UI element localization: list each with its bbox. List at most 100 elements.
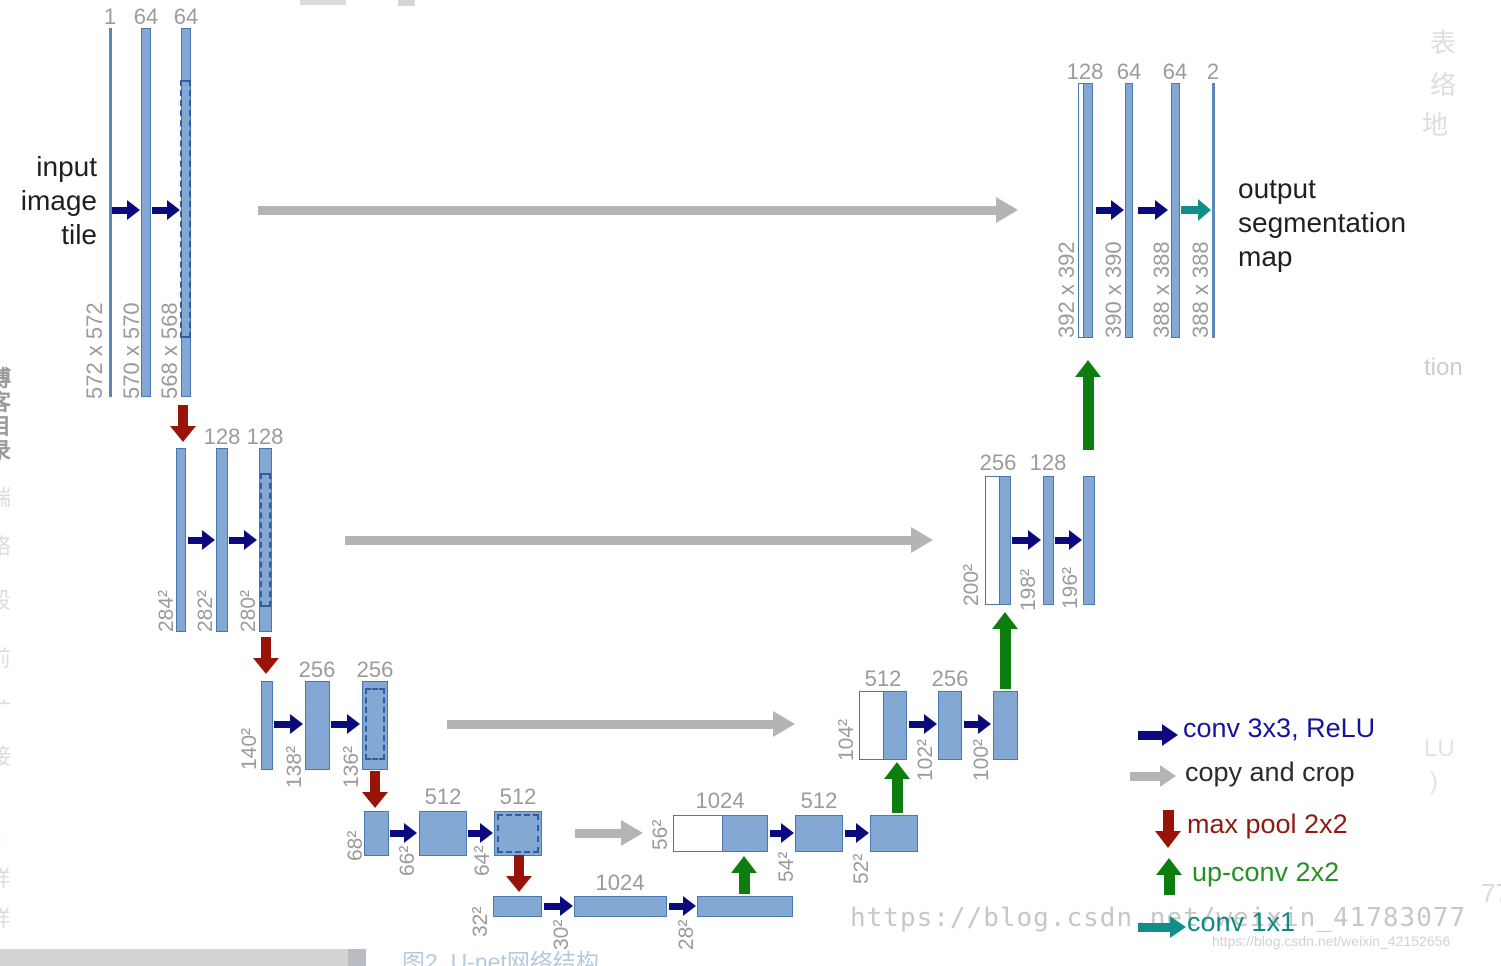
legend-item-label: conv 3x3, ReLU — [1183, 713, 1376, 743]
conv3x3-arrow-shaft — [1055, 536, 1070, 544]
input-image-tile-label: input image tile — [8, 150, 97, 252]
legend-copy-and-crop-arrow — [1130, 764, 1176, 788]
conv3x3-arrow-head — [781, 822, 794, 843]
conv3x3-arrow — [845, 822, 869, 844]
watermark-url-small: https://blog.csdn.net/weixin_42152656 — [1212, 933, 1451, 949]
size-label: 140² — [238, 727, 261, 770]
watermark-fragment-left: 博 — [0, 366, 12, 391]
figure-caption: 图2. U-net网络结构 — [402, 949, 599, 966]
window-noise-fragment — [300, 0, 346, 5]
conv3x3-arrow-head — [1069, 529, 1082, 550]
legend-max-pool-arrow-head — [1154, 831, 1181, 848]
conv1x1-arrow-head — [1198, 199, 1211, 221]
copy-and-crop-arrow — [447, 711, 795, 737]
conv3x3-arrow — [112, 199, 140, 221]
conv3x3-arrow — [1138, 199, 1168, 221]
channel-count-label: 256 — [979, 450, 1017, 475]
feature-map-bar — [1171, 83, 1180, 338]
conv3x3-arrow — [229, 529, 257, 551]
conv3x3-arrow — [909, 713, 937, 735]
feature-map-bar — [859, 691, 907, 760]
watermark-fragment-left: 目 — [0, 414, 12, 439]
watermark-fragment-right: LU — [1424, 735, 1455, 762]
conv3x3-arrow — [274, 713, 303, 735]
conv3x3-arrow-head — [404, 822, 417, 843]
conv3x3-arrow-shaft — [1012, 536, 1029, 544]
size-label: 284² — [155, 589, 178, 632]
feature-map-bar — [494, 811, 542, 856]
max-pool-arrow-shaft — [261, 637, 271, 659]
feature-map-bar — [1083, 476, 1095, 605]
conv1x1-arrow-shaft — [1181, 206, 1199, 214]
feature-map-bar-copied-part — [1083, 84, 1092, 337]
size-label: 388 x 388 — [1149, 241, 1174, 338]
watermark-fragment-left: 客 — [0, 390, 12, 415]
up-conv-arrow-shaft — [999, 628, 1011, 689]
conv3x3-arrow — [468, 822, 493, 844]
watermark-fragment-right: ) — [1430, 768, 1438, 795]
bottom-scrollbar-fragment — [0, 949, 366, 966]
feature-map-bar — [1125, 83, 1133, 338]
conv3x3-arrow-head — [347, 713, 360, 734]
copy-and-crop-arrow — [258, 197, 1018, 223]
conv3x3-arrow-shaft — [669, 902, 684, 910]
max-pool-arrow-shaft — [178, 405, 188, 427]
feature-map-bar — [938, 691, 962, 760]
size-label: 198² — [1017, 568, 1040, 611]
size-label: 104² — [835, 718, 858, 761]
conv3x3-arrow — [964, 713, 991, 735]
copy-and-crop-arrow-shaft — [447, 719, 774, 729]
copy-and-crop-arrow-head — [621, 820, 643, 846]
conv3x3-arrow-head — [290, 713, 303, 734]
conv3x3-arrow-head — [127, 199, 140, 220]
bottom-scrollbar-tip — [348, 949, 366, 966]
output-label-line: segmentation — [1238, 207, 1407, 238]
conv3x3-arrow — [1055, 529, 1082, 551]
max-pool-arrow-head — [505, 876, 532, 892]
channel-count-label: 512 — [864, 666, 902, 691]
feature-map-bar — [141, 28, 151, 397]
watermark-fragment-left: 录 — [0, 438, 12, 463]
feature-map-bar-copied-part — [883, 692, 906, 759]
legend-conv-3x3-relu-arrow-shaft — [1138, 730, 1163, 740]
channel-count-label: 64 — [1162, 59, 1188, 84]
up-conv-arrow-head — [883, 762, 910, 779]
conv3x3-arrow-shaft — [274, 720, 291, 728]
legend-up-conv-arrow-head — [1155, 858, 1182, 875]
feature-map-bar — [259, 448, 272, 632]
watermark-fragment-right: 络 — [1430, 70, 1457, 100]
up-conv-arrow-head — [1074, 360, 1101, 377]
max-pool-arrow — [361, 771, 389, 808]
feature-map-bar — [176, 448, 186, 632]
feature-map-bar — [697, 896, 793, 917]
up-conv-arrow — [730, 856, 758, 894]
watermark-fragment-left: 样 — [0, 866, 12, 891]
conv3x3-arrow-head — [683, 895, 696, 916]
channel-count-label: 64 — [173, 4, 199, 29]
feature-map-bar — [419, 811, 467, 856]
conv3x3-arrow-head — [1028, 529, 1041, 550]
watermark-fragment-right: 表 — [1430, 28, 1457, 58]
conv3x3-arrow-shaft — [468, 829, 481, 837]
conv3x3-arrow-head — [202, 529, 215, 550]
legend-conv-3x3-relu-arrow — [1138, 723, 1178, 747]
conv3x3-arrow-head — [244, 529, 257, 550]
size-label: 570 x 570 — [119, 302, 144, 399]
size-label: 572 x 572 — [82, 302, 107, 399]
conv3x3-arrow-head — [856, 822, 869, 843]
conv3x3-arrow — [390, 822, 417, 844]
watermark-fragment-left: ： — [0, 792, 11, 814]
size-label: 54² — [775, 851, 798, 882]
size-label: 28² — [675, 919, 698, 950]
feature-map-bar — [305, 681, 330, 770]
conv3x3-arrow-head — [924, 713, 937, 734]
input-label-line: input — [36, 151, 97, 182]
max-pool-arrow — [169, 405, 197, 442]
size-label: 136² — [340, 745, 363, 788]
size-label: 56² — [649, 819, 672, 850]
output-label-line: output — [1238, 173, 1316, 204]
max-pool-arrow-head — [169, 426, 196, 442]
channel-count-label: 512 — [424, 784, 462, 809]
feature-map-bar — [795, 815, 843, 852]
